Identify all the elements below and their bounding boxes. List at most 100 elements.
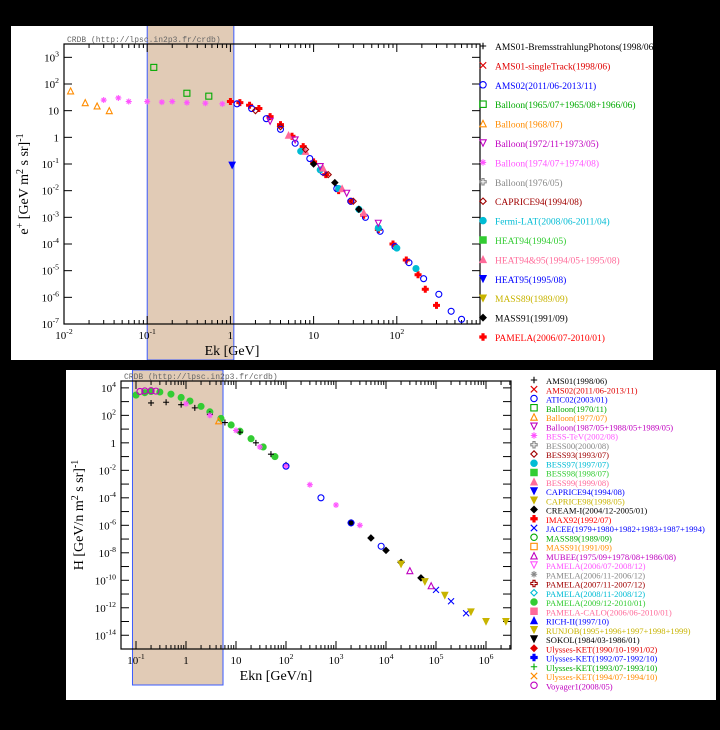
legend-entry-14: CREAM-I(2004/12-2005/01): [546, 506, 647, 516]
point-2-1: [163, 399, 170, 406]
point-8-3: [342, 189, 351, 198]
point-4-5: [276, 121, 284, 129]
y-tick-label-2: 10: [48, 106, 60, 118]
legend-marker-16: [530, 524, 538, 532]
legend-entry-28: SOKOL(1984/03-1986/01): [546, 635, 640, 645]
x-tick-label-1: 1: [183, 655, 189, 667]
legend-marker-11: [529, 477, 539, 486]
legend-entry-7: Balloon(1976/05): [495, 178, 563, 189]
point-5-15: [447, 307, 455, 315]
legend-entry-19: MUBEE(1975/09+1978/08+1986/08): [546, 552, 676, 562]
legend-entry-29: Ulysses-KET(1990/10-1991/02): [546, 644, 657, 654]
point-5-13: [420, 275, 428, 283]
point-3-0: [228, 161, 237, 170]
y-tick-label-9: 10-6: [42, 289, 60, 304]
legend-marker-9: [479, 216, 487, 225]
point-3-4: [283, 463, 289, 470]
point-1-4: [158, 99, 165, 106]
y-tick-label-0: 103: [44, 49, 59, 64]
legend-entry-0: AMS01(1998/06): [546, 376, 607, 386]
x-tick-label-7: 106: [479, 652, 494, 667]
source-label: CRDB (http://lpsc.in2p3.fr/crdb): [124, 373, 278, 382]
point-4-18: [432, 301, 440, 309]
legend-marker-5: [478, 139, 488, 148]
point-0-0: [132, 391, 140, 399]
y-tick-label-10: 10-7: [42, 316, 60, 331]
legend-entry-13: CAPRICE98(1998/05): [546, 496, 625, 506]
point-5-8: [347, 197, 355, 205]
point-1-1: [115, 94, 122, 101]
legend-marker-29: [530, 644, 538, 653]
legend-entry-18: MASS91(1991/09): [546, 543, 612, 553]
point-7-4: [359, 208, 368, 217]
data-series: [132, 387, 510, 626]
legend-marker-11: [478, 254, 488, 264]
point-7-0: [397, 560, 405, 569]
legend-marker-7: [530, 441, 538, 449]
legend-entry-26: RICH-II(1997/10): [546, 617, 609, 627]
point-8-2: [347, 519, 355, 527]
legend-entry-10: HEAT94(1994/05): [495, 236, 566, 247]
point-2-7: [252, 439, 259, 446]
y-tick-label-2: 1: [111, 438, 117, 450]
legend-entry-25: PAMELA-CALO(2006/06-2010/01): [546, 607, 672, 617]
highlight-band: [131, 369, 224, 686]
axis-ticks: [121, 381, 511, 650]
point-7-4: [482, 617, 490, 626]
legend-marker-27: [529, 625, 539, 635]
point-5-1: [367, 534, 375, 542]
legend-entry-13: MASS89(1989/09): [495, 294, 568, 305]
legend-entry-3: Balloon(1970/11): [546, 404, 607, 414]
legend-entry-5: Balloon(1972/11+1973/05): [495, 139, 599, 150]
x-tick-label-2: 1: [228, 330, 234, 342]
point-1-7: [202, 100, 209, 107]
legend-entry-6: Balloon(1974/07+1974/08): [495, 158, 599, 169]
chart-panel-positron: 10-2 10-1 1 10 102 103 102 10 1 10-1 10-2 10-3 10-4 1…: [11, 0, 657, 361]
legend-marker-26: [529, 616, 539, 625]
y-axis-label: e+ [GeV m2 s sr]-1: [15, 133, 32, 234]
legend-marker-14: [479, 313, 487, 322]
chart-panel-hydrogen: 10-1 1 10 102 103 104 105 106 104 102 1 10-2 10-4 10-…: [66, 369, 716, 700]
point-2-2: [205, 92, 213, 100]
x-tick-label-2: 10: [231, 655, 243, 667]
legend-entry-11: BESS99(1999/08): [546, 478, 609, 488]
legend-entry-17: MASS89(1989/09): [546, 533, 612, 543]
legend-marker-12: [478, 275, 488, 284]
legend-marker-18: [530, 542, 538, 551]
y-tick-label-0: 104: [101, 380, 116, 395]
x-tick-label-3: 10: [308, 330, 320, 342]
point-9-1: [427, 581, 436, 590]
point-4-0: [214, 416, 223, 425]
legend-marker-2: [479, 81, 487, 89]
y-tick-label-7: 10-4: [42, 236, 60, 251]
legend-entry-15: IMAX92(1992/07): [546, 515, 612, 525]
legend-marker-22: [530, 579, 538, 588]
point-5-12: [405, 259, 413, 267]
legend-entry-5: Balloon(1987/05+1988/05+1989/05): [546, 422, 673, 432]
legend-marker-10: [530, 468, 538, 477]
point-7-3: [467, 608, 475, 617]
hydrogen-flux-chart: 10-1 1 10 102 103 104 105 106 104 102 1 10-2 10-4 10-…: [70, 369, 705, 691]
legend-entry-12: HEAT95(1995/08): [495, 275, 566, 286]
data-series: [66, 63, 466, 323]
legend-marker-14: [530, 505, 538, 514]
legend-entry-24: PAMELA(2009/12-2010/01): [546, 598, 646, 608]
y-tick-label-6: 10-3: [42, 209, 60, 224]
point-8-1: [317, 494, 325, 502]
x-tick-label-0: 10-1: [127, 652, 145, 667]
point-2-1: [183, 89, 191, 97]
legend-entry-31: Ulysses-KET(1993/07-1993/10): [546, 663, 657, 673]
point-0-12: [247, 435, 255, 443]
y-tick-label-3: 10-2: [99, 462, 117, 477]
legend-entry-8: CAPRICE94(1994/08): [495, 197, 582, 208]
legend-marker-21: [530, 571, 538, 578]
legend-marker-6: [530, 432, 538, 439]
point-9-2: [301, 145, 310, 154]
y-tick-label-5: 10-2: [42, 183, 60, 198]
point-8-3: [377, 542, 385, 550]
point-7-2: [440, 591, 449, 600]
point-2-2: [178, 401, 185, 408]
x-tick-label-5: 104: [379, 652, 394, 667]
legend-marker-0: [530, 376, 538, 384]
legend-marker-6: [479, 159, 487, 166]
